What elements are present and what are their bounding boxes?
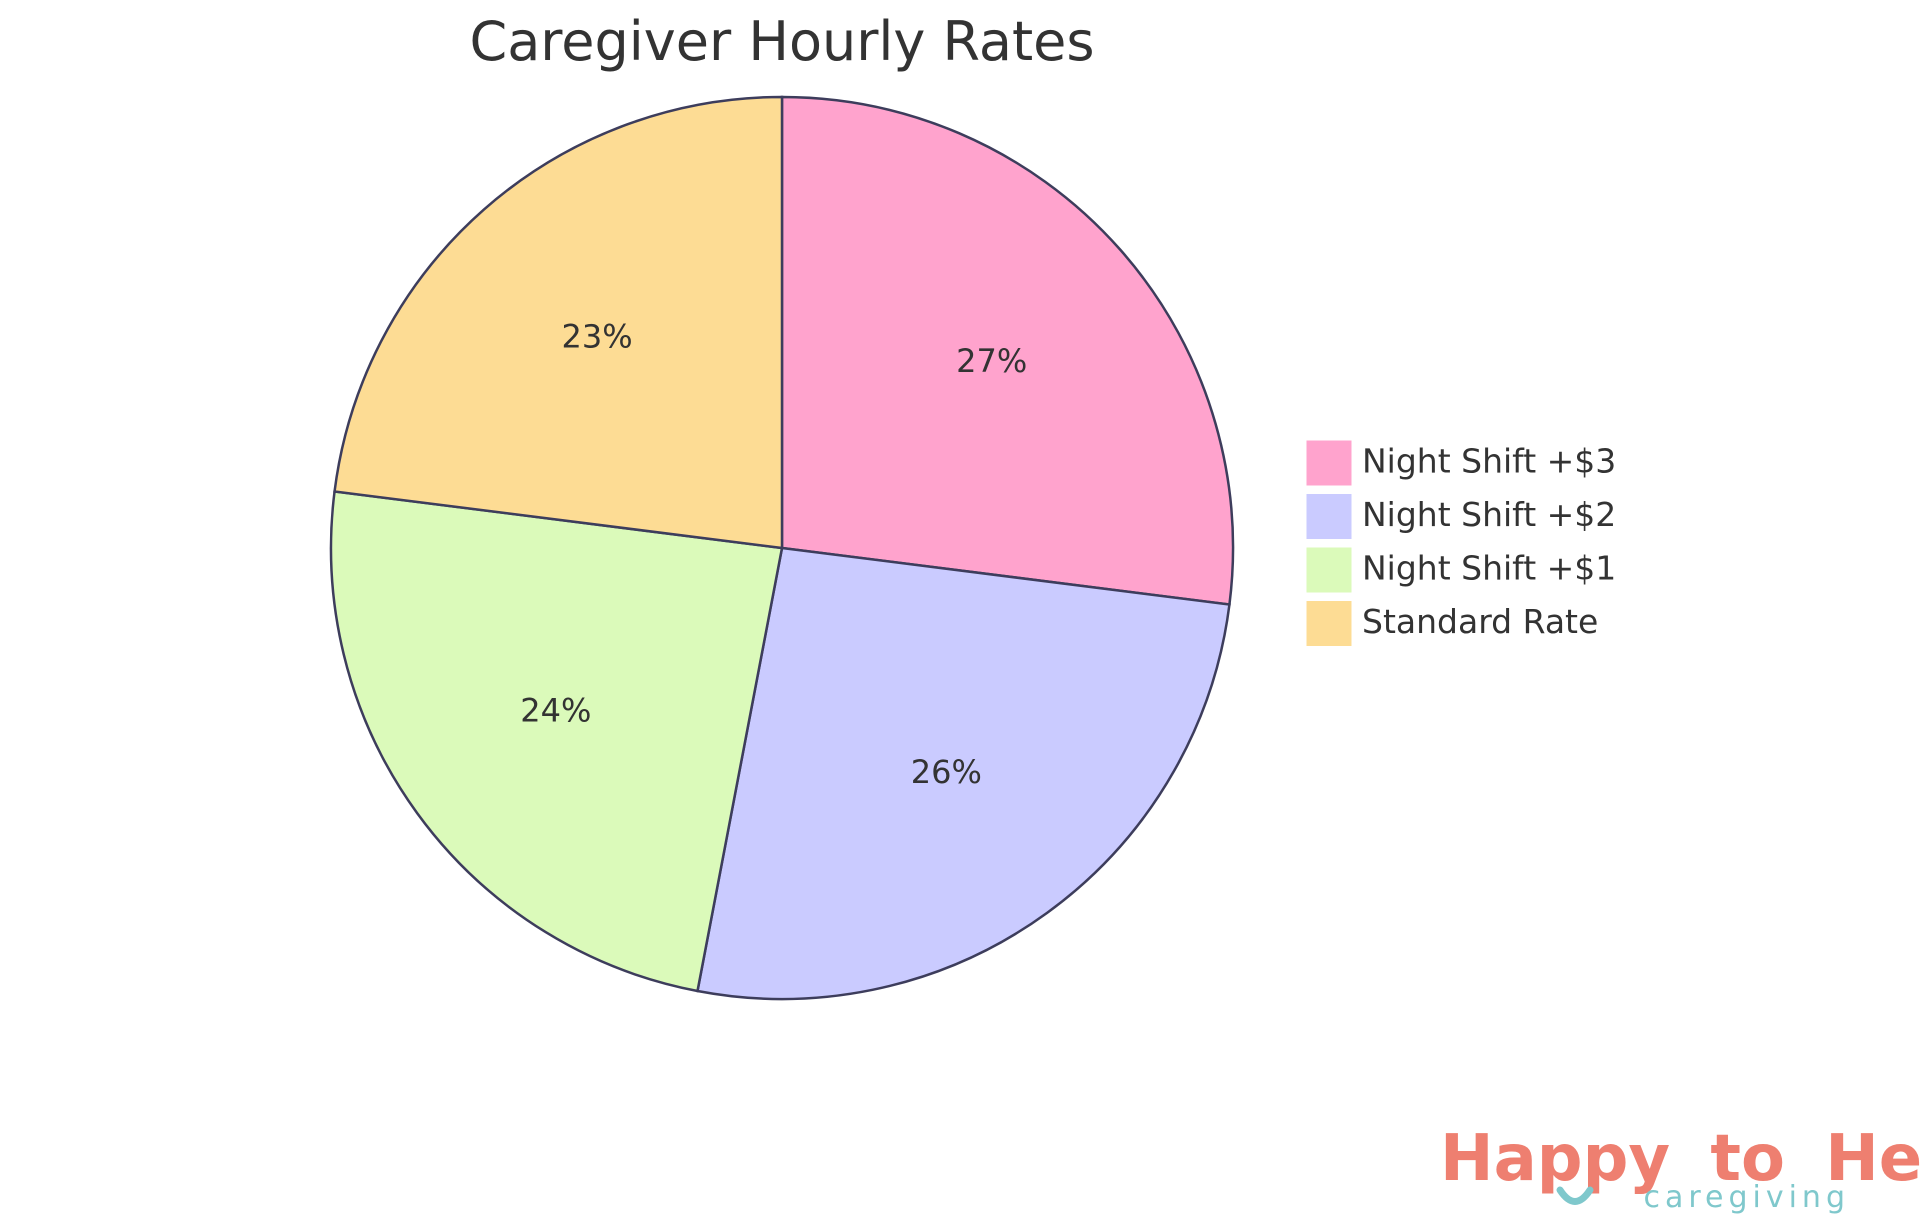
pie-slices [329, 95, 1235, 1001]
company-logo: Happy to Help caregiving [1440, 1122, 1920, 1215]
legend-label: Night Shift +$3 [1362, 442, 1616, 481]
legend: Night Shift +$3 Night Shift +$2 Night Shif… [1305, 439, 1616, 647]
slice-data-label: 23% [562, 317, 633, 355]
logo-smile-icon [1556, 1186, 1594, 1205]
pie-slice-standard-rate [333, 95, 784, 550]
pie-slice-night-shift-3 [780, 95, 1235, 606]
logo-word-to: to [1710, 1122, 1785, 1196]
legend-label: Night Shift +$2 [1362, 495, 1616, 534]
pie-slice-night-shift-1 [329, 490, 784, 993]
legend-swatch [1305, 546, 1353, 594]
slice-data-label: 27% [956, 342, 1027, 380]
slice-data-label: 26% [911, 753, 982, 791]
logo-tagline: caregiving [1643, 1180, 1850, 1215]
pie-slice-labels: 27% 26% 24% 23% [520, 317, 1027, 791]
svg-text:Happy to Help: Happy to Help [1440, 1122, 1920, 1196]
pie-slice-night-shift-2 [696, 546, 1231, 1001]
chart-title: Caregiver Hourly Rates [469, 10, 1094, 73]
legend-swatch [1305, 493, 1353, 540]
legend-swatch [1305, 439, 1353, 487]
slice-data-label: 24% [520, 691, 591, 729]
legend-label: Night Shift +$1 [1362, 549, 1616, 588]
logo-word-happy: Happy [1440, 1122, 1670, 1196]
legend-swatch [1305, 600, 1353, 647]
legend-label: Standard Rate [1362, 602, 1598, 641]
logo-word-help: Help [1825, 1122, 1920, 1196]
